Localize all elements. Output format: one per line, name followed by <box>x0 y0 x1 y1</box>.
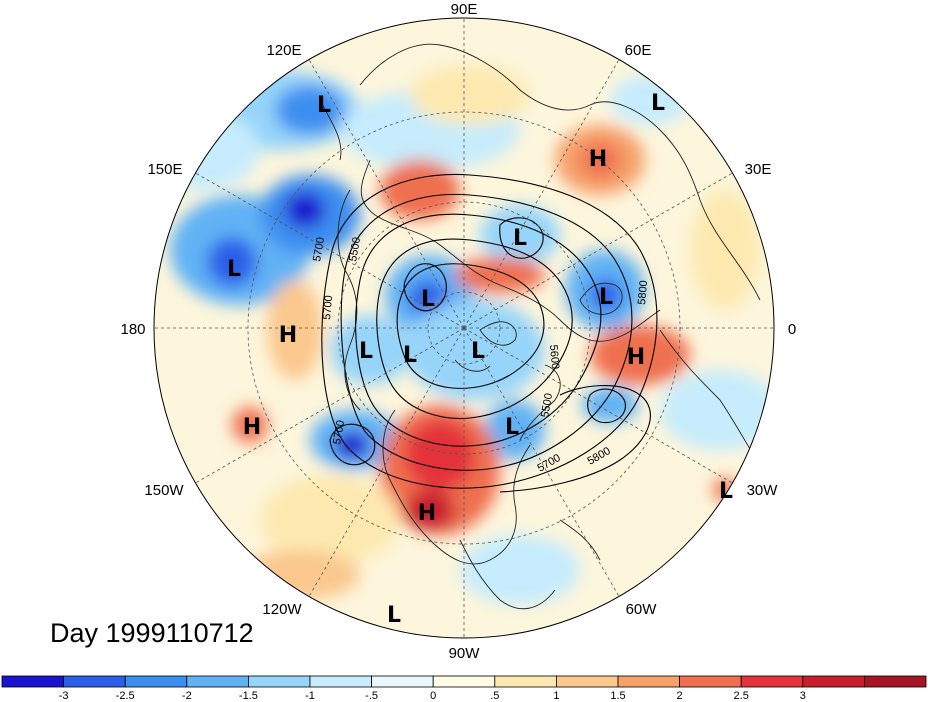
grid <box>154 18 774 638</box>
lon-label-30w: 30W <box>747 482 779 499</box>
pressure-center-low: L <box>421 287 435 312</box>
colorbar-tick-label: 3 <box>800 690 806 702</box>
pressure-center-low: L <box>317 93 331 118</box>
pressure-center-low: L <box>227 257 241 282</box>
colorbar-box <box>432 675 496 688</box>
colorbar-box <box>371 675 434 688</box>
meridian-line <box>463 327 733 484</box>
pressure-center-low: L <box>403 343 417 368</box>
pressure-center-low: L <box>599 285 613 310</box>
colorbar-tick-label: -2 <box>182 690 192 702</box>
meridian-line <box>463 172 733 329</box>
colorbar-box <box>63 675 126 688</box>
colorbar-box <box>802 675 865 688</box>
contour-label: 5500 <box>347 236 363 262</box>
lon-label-120e: 120E <box>266 42 301 59</box>
colorbar-box <box>494 675 557 688</box>
map-border <box>153 17 775 639</box>
contour-label: 5700 <box>331 419 347 445</box>
colorbar-box <box>124 675 188 688</box>
lon-label-0: 0 <box>788 321 796 338</box>
meridian-line <box>463 327 620 597</box>
meridian-line <box>195 172 465 329</box>
pressure-center-low: L <box>719 479 733 504</box>
colorbar-tick-label: 2 <box>677 690 683 702</box>
colorbar-tick-label: -1.5 <box>239 690 258 702</box>
colorbar: -3 -2.5 -2 -1.5 -1 -.5 0 .5 1 1.5 2 2.5 3 <box>1 675 927 702</box>
colorbar-tick-label: 1 <box>553 690 559 702</box>
anomaly-field <box>154 18 774 638</box>
day-label: Day 1999110712 <box>50 618 254 648</box>
colorbar-tick-label: 0 <box>430 690 436 702</box>
colorbar-box <box>679 675 742 688</box>
lon-label-120w: 120W <box>262 601 302 618</box>
pressure-center-low: L <box>359 339 373 364</box>
lon-label-30e: 30E <box>745 161 772 178</box>
contour-label: 5700 <box>321 295 335 320</box>
colorbar-tick-label: -1 <box>305 690 315 702</box>
contour-label: 5800 <box>636 280 650 305</box>
contour-label: 5600 <box>547 344 561 369</box>
colorbar-box <box>186 675 249 688</box>
colorbar-tick-label: -2.5 <box>116 690 135 702</box>
longitude-labels: 90E 60E 30E 0 30W 60W 90W 120W 150W 180 … <box>120 1 796 662</box>
lon-label-90w: 90W <box>449 645 481 662</box>
lon-label-150e: 150E <box>147 161 182 178</box>
colorbar-tick-label: .5 <box>490 690 499 702</box>
meridian-line <box>308 59 465 329</box>
colorbar-box <box>1 675 64 688</box>
pressure-center-low: L <box>505 415 519 440</box>
pressure-center-high: H <box>279 323 297 348</box>
pressure-center-high: H <box>243 415 261 440</box>
colorbar-tick-label: 2.5 <box>734 690 749 702</box>
lon-label-180: 180 <box>120 321 145 338</box>
lon-label-90e: 90E <box>451 1 478 18</box>
lon-label-150w: 150W <box>144 482 184 499</box>
colorbar-tick-label: -.5 <box>365 690 378 702</box>
colorbar-box <box>556 675 619 688</box>
pressure-center-high: H <box>589 147 607 172</box>
colorbar-box <box>740 675 804 688</box>
pressure-center-low: L <box>651 91 665 116</box>
pressure-center-high: H <box>627 345 645 370</box>
contour-label: 5700 <box>311 236 327 262</box>
contour-label: 5500 <box>539 392 555 418</box>
meridian-line <box>308 327 465 597</box>
colorbar-tick-label: 1.5 <box>610 690 625 702</box>
pressure-centers: L L H L L L H L L L L H H L H L L <box>227 91 733 628</box>
pressure-center-low: L <box>387 603 401 628</box>
lon-label-60e: 60E <box>625 42 652 59</box>
colorbar-box <box>247 675 311 688</box>
colorbar-tick-label: -3 <box>59 690 69 702</box>
colorbar-box <box>617 675 680 688</box>
pressure-center-high: H <box>418 501 436 526</box>
colorbar-box <box>309 675 372 688</box>
lon-label-60w: 60W <box>626 601 658 618</box>
colorbar-ticks: -3 -2.5 -2 -1.5 -1 -.5 0 .5 1 1.5 2 2.5 3 <box>59 690 806 702</box>
colorbar-box <box>864 675 927 688</box>
colorbar-boxes <box>1 675 927 688</box>
height-contours <box>321 173 658 493</box>
meridian-line <box>463 59 620 329</box>
pressure-center-low: L <box>513 226 527 251</box>
meridian-line <box>195 327 465 484</box>
pressure-center-low: L <box>471 339 485 364</box>
